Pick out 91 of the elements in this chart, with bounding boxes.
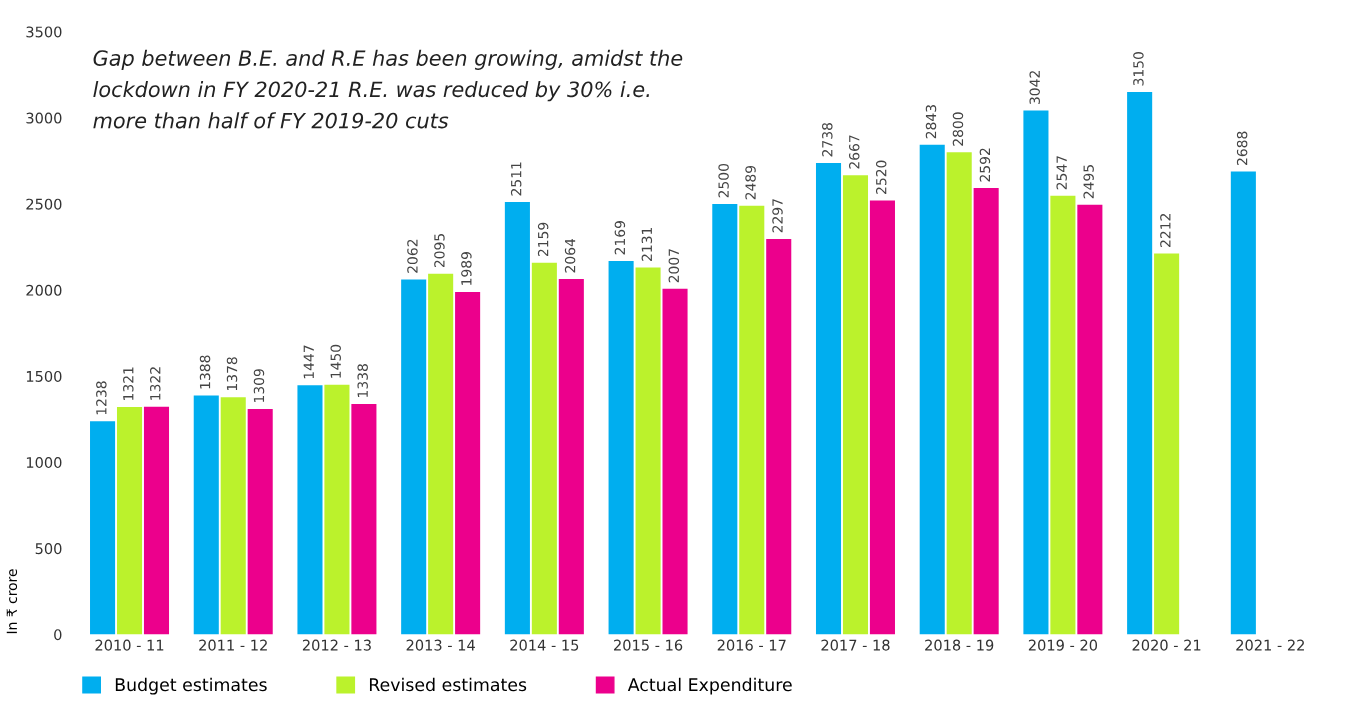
y-tick-label: 2000 [26, 284, 62, 296]
y-tick-label: 3000 [26, 112, 62, 124]
bar [1154, 253, 1180, 635]
data-label: 1309 [253, 369, 265, 402]
bar [662, 288, 688, 635]
data-label: 2064 [564, 238, 576, 273]
bar [558, 279, 584, 635]
y-tick-label: 1000 [26, 457, 62, 469]
data-label: 2520 [875, 160, 887, 194]
bar [455, 291, 481, 635]
bar [351, 404, 377, 635]
bar [608, 260, 634, 635]
data-label: 1238 [96, 381, 107, 415]
y-axis-title: In ₹ crore [6, 569, 18, 634]
bar [1230, 171, 1256, 635]
data-label: 1378 [226, 357, 238, 391]
data-label: 2007 [668, 249, 680, 283]
y-tick-label: 2500 [26, 198, 62, 210]
bar [504, 202, 530, 635]
y-tick-label: 1500 [26, 370, 62, 382]
bar [1127, 92, 1153, 635]
data-label: 1989 [461, 252, 472, 285]
bar [143, 406, 170, 635]
bar [297, 385, 323, 635]
bar [428, 273, 454, 635]
x-tick-label: 2016 - 17 [717, 639, 786, 651]
y-tick-label: 0 [54, 629, 62, 641]
legend-label: Revised estimates [369, 677, 527, 692]
data-label: 3150 [1133, 52, 1144, 86]
data-label: 2667 [849, 135, 860, 169]
bar [324, 384, 350, 635]
data-label: 1450 [330, 344, 341, 378]
x-tick-label: 2012 - 13 [302, 639, 371, 651]
bar [766, 238, 792, 635]
data-label: 2297 [772, 199, 783, 233]
bar [220, 397, 246, 635]
bar [815, 162, 842, 635]
x-tick-label: 2015 - 16 [614, 639, 683, 651]
data-label: 2800 [952, 112, 964, 146]
data-label: 2095 [434, 234, 445, 268]
legend-label: Actual Expenditure [627, 677, 792, 695]
legend-label: Budget estimates [115, 677, 267, 695]
annotation: Gap between B.E. and R.E has been growing, amidst the lockdown in FY 2020-21 R.E. was reduced by 30% i.e. more than half of FY 2019-20 cuts [93, 49, 683, 129]
data-label: 3042 [1029, 71, 1040, 104]
bar [635, 267, 661, 635]
bar [1077, 204, 1103, 635]
x-tick-label: 2013 - 14 [406, 639, 475, 651]
data-label: 1322 [150, 367, 161, 400]
x-tick-label: 2021 - 22 [1236, 639, 1304, 651]
data-label: 2212 [1160, 214, 1171, 247]
x-tick-label: 2020 - 21 [1132, 639, 1201, 651]
bar [193, 395, 219, 635]
data-label: 1321 [123, 367, 134, 400]
bar [1050, 195, 1076, 635]
data-label: 2592 [979, 148, 991, 182]
data-label: 2495 [1083, 165, 1094, 199]
data-label: 2547 [1056, 156, 1067, 190]
data-label: 1447 [303, 345, 314, 379]
bar [712, 203, 738, 635]
data-label: 2511 [510, 162, 522, 196]
bar [247, 409, 273, 635]
bar [1023, 110, 1049, 635]
bar [90, 421, 116, 635]
bar [739, 205, 765, 635]
data-label: 2062 [407, 239, 418, 273]
data-label: 1338 [357, 364, 368, 397]
data-label: 2131 [641, 227, 653, 261]
bar [531, 262, 557, 635]
bar [919, 144, 945, 635]
data-label: 2489 [745, 165, 756, 200]
data-label: 2500 [718, 163, 729, 198]
data-label: 2159 [537, 222, 549, 257]
data-label: 1388 [199, 355, 211, 389]
x-tick-label: 2014 - 15 [510, 639, 579, 651]
x-tick-label: 2018 - 19 [925, 639, 994, 651]
bar [842, 175, 869, 635]
bar [869, 200, 895, 635]
bar [973, 188, 999, 635]
bar [401, 279, 427, 635]
bar [116, 407, 143, 635]
data-label: 2738 [822, 123, 833, 157]
x-tick-label: 2011 - 12 [199, 639, 267, 651]
bar [946, 152, 972, 635]
x-tick-label: 2017 - 18 [821, 639, 890, 651]
y-tick-label: 3500 [26, 26, 62, 38]
data-label: 2843 [925, 105, 937, 139]
data-label: 2688 [1236, 131, 1248, 165]
data-label: 2169 [614, 221, 626, 255]
x-tick-label: 2010 - 11 [95, 639, 164, 651]
x-tick-label: 2019 - 20 [1028, 639, 1098, 651]
y-tick-label: 500 [35, 543, 62, 555]
